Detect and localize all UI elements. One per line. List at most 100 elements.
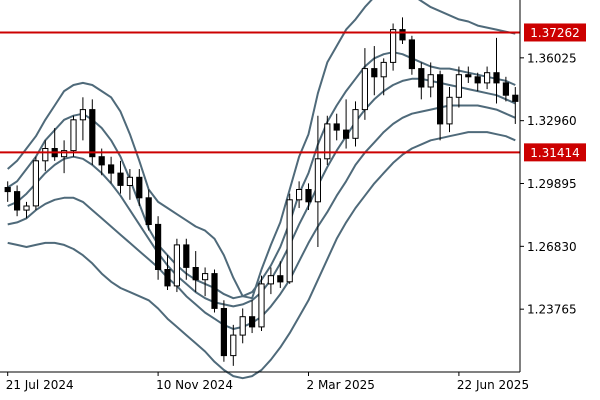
candle-body [361,68,368,111]
candle [14,185,21,217]
candle [502,76,509,102]
candle [286,193,293,284]
candle-body [108,164,115,174]
candle-body [484,72,491,84]
candle-body [446,96,453,125]
candle-body [333,123,340,131]
candle-body [324,123,331,160]
level-label: 1.37262 [530,26,580,40]
candle-body [314,158,321,203]
candle-body [126,176,134,187]
candle [4,181,11,202]
candle-body [493,72,500,84]
candle [314,115,321,247]
horizontal-levels: 1.37262 1.31414 [0,23,586,162]
candle-body [164,269,171,287]
candle-body [239,316,246,336]
candle [258,275,265,331]
candle-body [408,39,415,70]
candle-body [343,129,350,139]
candle-body [211,273,218,309]
candle-body [220,308,228,357]
candle-body [437,74,444,125]
candle [380,58,387,96]
x-tick-label: 2 Mar 2025 [307,378,375,392]
candle-body [117,172,124,186]
candle [418,62,425,100]
candle-body [61,150,68,158]
candle-body [352,109,359,139]
candle [333,113,340,141]
candle [474,72,481,92]
candle [108,156,115,184]
candle-body [183,244,190,268]
candle [437,70,444,141]
candle [61,140,68,174]
candle-body [465,74,472,78]
candle [145,189,152,231]
candle-body [70,119,77,152]
candle [173,238,181,293]
candle-body [42,148,49,162]
level-label-box [524,23,586,42]
band-line-outer-lower [7,131,516,380]
candle [493,37,500,104]
candle [267,267,274,295]
candle-body [258,283,265,328]
candle-body [267,275,274,285]
x-tick-label: 10 Nov 2024 [156,378,233,392]
y-tick-label: 1.36025 [527,51,577,65]
candle-body [305,189,312,203]
y-tick-label: 1.29895 [527,177,577,191]
candle-body [512,94,519,102]
candle [390,23,397,71]
candle-body [230,334,237,357]
candle-body [23,205,30,211]
candle [446,87,453,133]
y-tick-label: 1.23765 [527,303,577,317]
candle [202,267,209,297]
candle [399,17,406,44]
y-tick-label: 1.32960 [527,114,577,128]
candle-body [455,74,462,98]
candle-body [89,109,96,158]
candle [371,46,378,96]
candle-body [136,176,143,199]
candle [126,169,134,200]
candle [183,238,190,280]
candle [192,251,199,293]
candle [89,99,96,165]
candle [512,87,519,124]
level-label: 1.31414 [530,146,580,160]
candle-body [173,244,181,287]
candle-body [296,189,303,201]
x-tick-label: 21 Jul 2024 [6,378,74,392]
candle [32,156,39,211]
level-label-box [524,143,586,162]
candle-body [145,197,152,226]
candle [455,66,462,108]
candle-body [502,82,509,96]
candle-body [202,273,209,281]
candle [427,62,434,98]
candle-body [371,68,378,78]
candle-body [14,191,21,211]
candle [277,261,284,288]
candle-body [192,267,199,281]
candle-body [390,29,397,63]
candle-body [155,223,162,270]
y-tick-label: 1.26830 [527,240,577,254]
candle [324,115,331,165]
candle [155,216,162,280]
candle [79,97,87,141]
x-tick-label: 22 Jun 2025 [457,378,529,392]
candle [42,140,49,172]
candle-body [380,61,387,78]
candle [220,300,228,362]
candle-body [79,109,87,121]
candle-body [249,316,256,328]
candle [211,269,218,313]
candle-body [474,76,481,84]
